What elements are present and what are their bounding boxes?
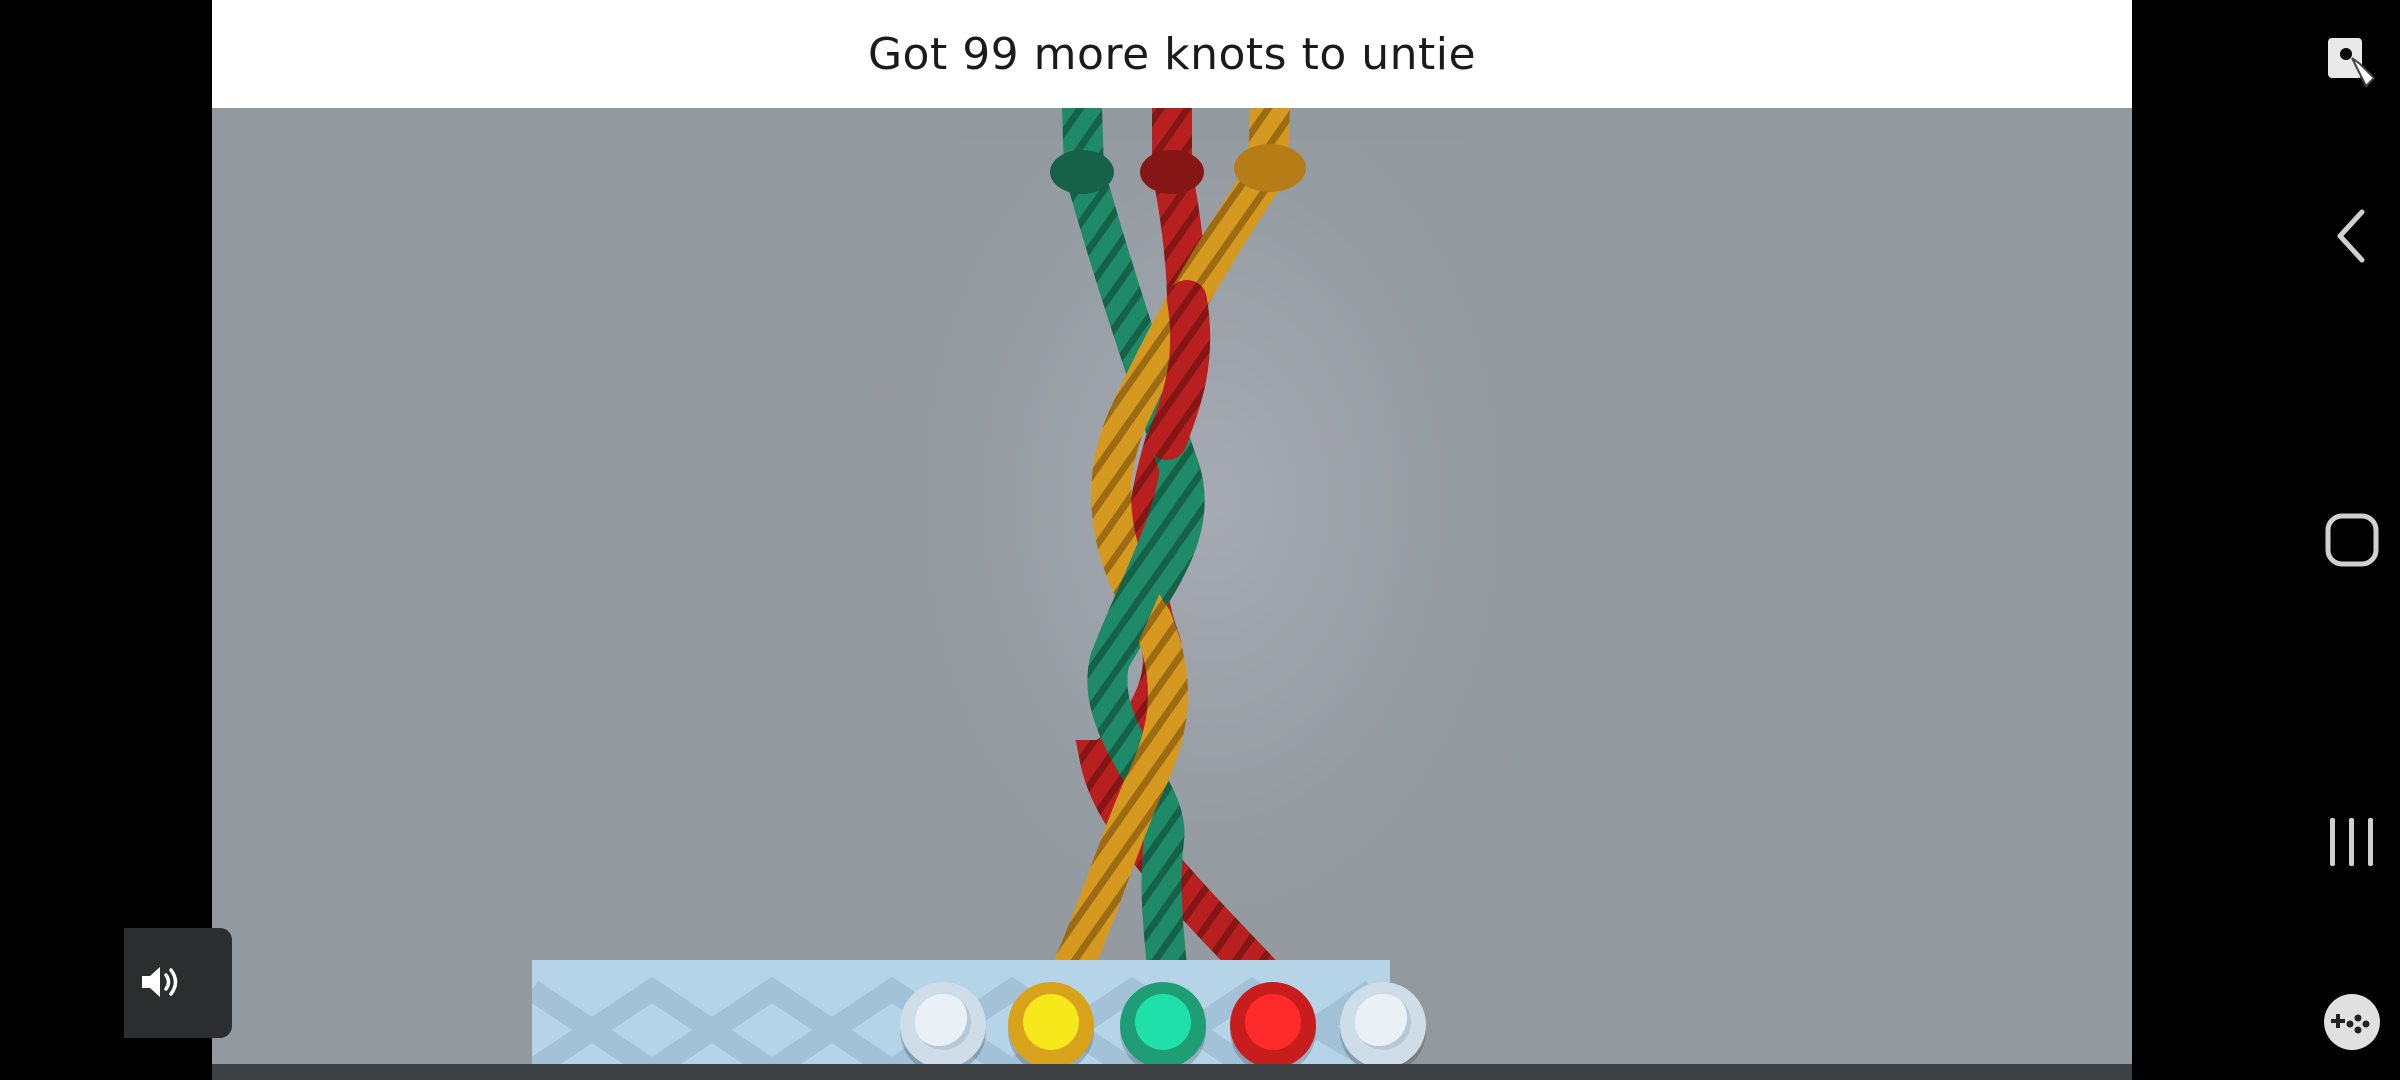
peg-empty-left[interactable] (900, 982, 986, 1068)
game-tools-icon (2324, 994, 2380, 1050)
home-button[interactable] (2312, 500, 2392, 580)
recents-icon (2330, 818, 2373, 866)
peg-yellow[interactable] (1008, 982, 1094, 1068)
game-viewport[interactable]: Got 99 more knots to untie (212, 0, 2132, 1080)
rope-red-overlap (1147, 280, 1211, 460)
speaker-icon (142, 967, 178, 997)
volume-button[interactable] (128, 950, 192, 1014)
peg-inner (1245, 994, 1301, 1050)
knot-red[interactable] (1140, 150, 1204, 194)
bottom-strip (212, 1064, 2132, 1080)
back-button[interactable] (2312, 196, 2392, 276)
peg-empty-right[interactable] (1340, 982, 1426, 1068)
system-navbar (2132, 0, 2400, 1080)
recents-button[interactable] (2312, 802, 2392, 882)
back-icon (2337, 209, 2365, 263)
peg-inner (1355, 994, 1411, 1050)
rope-braid[interactable] (212, 0, 2132, 1080)
screen-assist-icon (2328, 38, 2376, 88)
peg-inner (915, 994, 971, 1050)
objective-text: Got 99 more knots to untie (867, 28, 1477, 80)
knot-green[interactable] (1050, 150, 1114, 194)
knot-orange[interactable] (1234, 144, 1306, 192)
peg-green[interactable] (1120, 982, 1206, 1068)
peg-red[interactable] (1230, 982, 1316, 1068)
peg-inner (1135, 994, 1191, 1050)
game-tools-button[interactable] (2312, 982, 2392, 1062)
rope-green-overlap (1090, 450, 1200, 680)
home-icon (2325, 513, 2379, 567)
screen-assist-button[interactable] (2312, 20, 2392, 100)
objective-banner: Got 99 more knots to untie (212, 0, 2132, 108)
peg-inner (1023, 994, 1079, 1050)
